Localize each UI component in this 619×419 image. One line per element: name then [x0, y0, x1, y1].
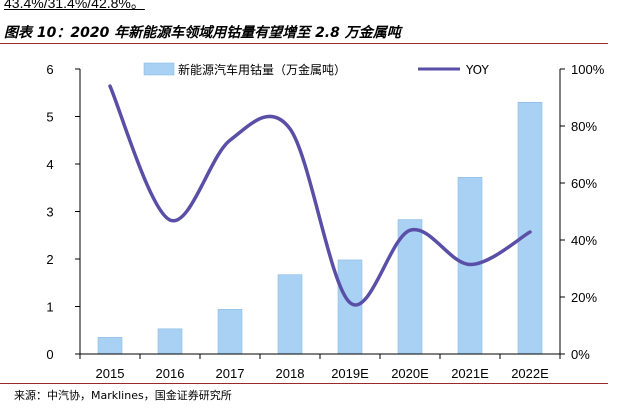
bar-2019E: [337, 259, 363, 355]
x-tick-label: 2021E: [451, 366, 489, 381]
bar-2017: [217, 309, 243, 355]
source-note: 来源：中汽协，Marklines，国金证券研究所: [14, 389, 232, 402]
figure-title: 图表 10：2020 年新能源车领域用钴量有望增至 2.8 万金属吨: [4, 25, 401, 41]
y-right-tick-label: 80%: [571, 119, 597, 134]
bar-2016: [157, 328, 183, 355]
bar-2022E: [517, 102, 543, 355]
x-tick-label: 2020E: [391, 366, 429, 381]
x-tick-label: 2018: [276, 366, 305, 381]
x-tick-label: 2015: [96, 366, 125, 381]
x-tick-label: 2022E: [511, 366, 549, 381]
y-left-tick-label: 0: [46, 347, 53, 362]
legend-line-label: YOY: [465, 63, 489, 77]
y-left-tick-label: 4: [46, 157, 53, 172]
bar-2015: [97, 337, 123, 355]
yoy-line: [108, 84, 532, 307]
y-left-tick-label: 6: [46, 62, 53, 77]
y-left-tick-label: 3: [46, 205, 53, 220]
bottom-rule: [0, 383, 608, 384]
legend-bar-label: 新能源汽车用钴量（万金属吨）: [178, 62, 346, 77]
figure-title-bar: 图表 10：2020 年新能源车领域用钴量有望增至 2.8 万金属吨: [0, 19, 608, 44]
y-right-tick-label: 60%: [571, 176, 597, 191]
y-left-tick-label: 2: [46, 252, 53, 267]
y-left-tick-label: 1: [46, 300, 53, 315]
bar-2020E: [397, 219, 423, 355]
chart-legend: 新能源汽车用钴量（万金属吨） YOY: [143, 62, 489, 77]
bar-2018: [277, 274, 303, 355]
preceding-text-fragment: 43.4%/31.4%/42.8%。: [4, 0, 145, 11]
line-series: [108, 84, 532, 307]
x-tick-label: 2016: [156, 366, 185, 381]
y-right-tick-label: 20%: [571, 290, 597, 305]
bar-series: [97, 102, 543, 355]
x-tick-label: 2019E: [331, 366, 369, 381]
y-right-tick-label: 40%: [571, 233, 597, 248]
x-tick-label: 2017: [216, 366, 245, 381]
legend-bar-swatch: [143, 62, 175, 76]
y-right-tick-label: 0%: [571, 347, 590, 362]
y-left-tick-label: 5: [46, 110, 53, 125]
y-right-tick-label: 100%: [571, 62, 605, 77]
